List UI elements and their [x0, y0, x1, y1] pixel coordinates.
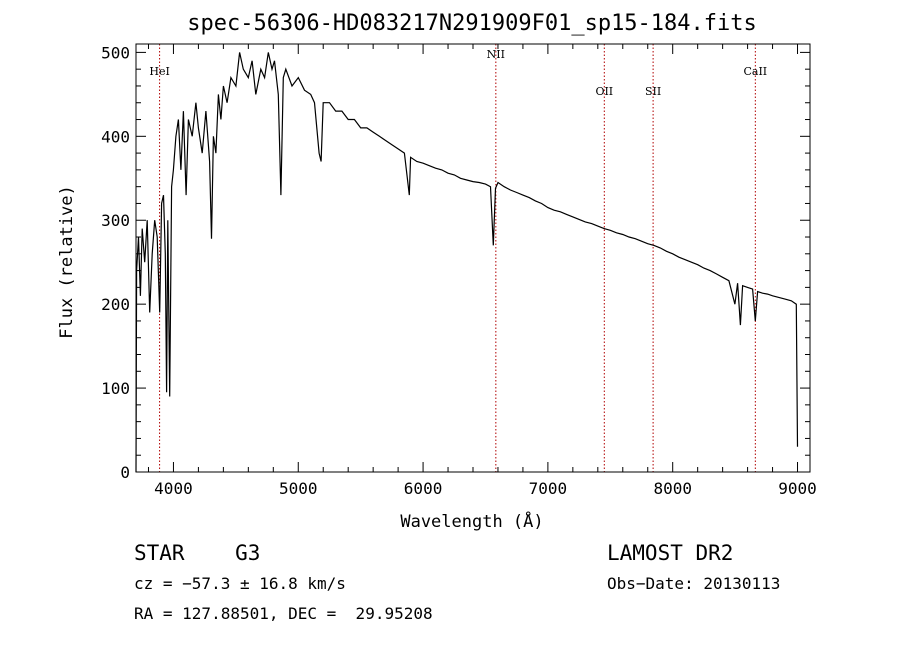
x-tick-label: 9000 [778, 479, 817, 498]
y-axis-label: Flux (relative) [57, 185, 77, 339]
y-tick-label: 300 [101, 211, 130, 230]
x-axis-label: Wavelength (Å) [400, 510, 543, 532]
observation-date: Obs−Date: 20130113 [607, 574, 781, 593]
emission-lines-layer: HeI NII OII SII CaII [149, 44, 767, 472]
y-tick-label: 500 [101, 43, 130, 62]
survey-name: LAMOST DR2 [607, 541, 734, 565]
axes-layer: 4000 5000 6000 7000 8000 9000 0 100 200 300 400 500 [101, 43, 817, 498]
y-tick-label: 100 [101, 379, 130, 398]
x-tick-label: 8000 [653, 479, 692, 498]
y-tick-label: 200 [101, 295, 130, 314]
emission-label-oii: OII [595, 85, 613, 98]
x-tick-label: 6000 [404, 479, 443, 498]
redshift-value: cz = −57.3 ± 16.8 km/s [134, 574, 346, 593]
object-type: STAR G3 [134, 541, 261, 565]
y-tick-label: 0 [120, 463, 130, 482]
x-tick-label: 5000 [279, 479, 318, 498]
coordinates: RA = 127.88501, DEC = 29.95208 [134, 604, 433, 623]
x-tick-label: 7000 [529, 479, 568, 498]
chart-title: spec-56306-HD083217N291909F01_sp15-184.f… [187, 11, 757, 36]
emission-label-caii: CaII [743, 65, 767, 78]
x-tick-label: 4000 [154, 479, 193, 498]
emission-label-hei: HeI [149, 65, 169, 78]
spectrum-line [135, 52, 799, 473]
emission-label-sii: SII [645, 85, 661, 98]
y-tick-label: 400 [101, 127, 130, 146]
plot-frame [135, 43, 811, 473]
emission-label-nii: NII [487, 48, 505, 61]
